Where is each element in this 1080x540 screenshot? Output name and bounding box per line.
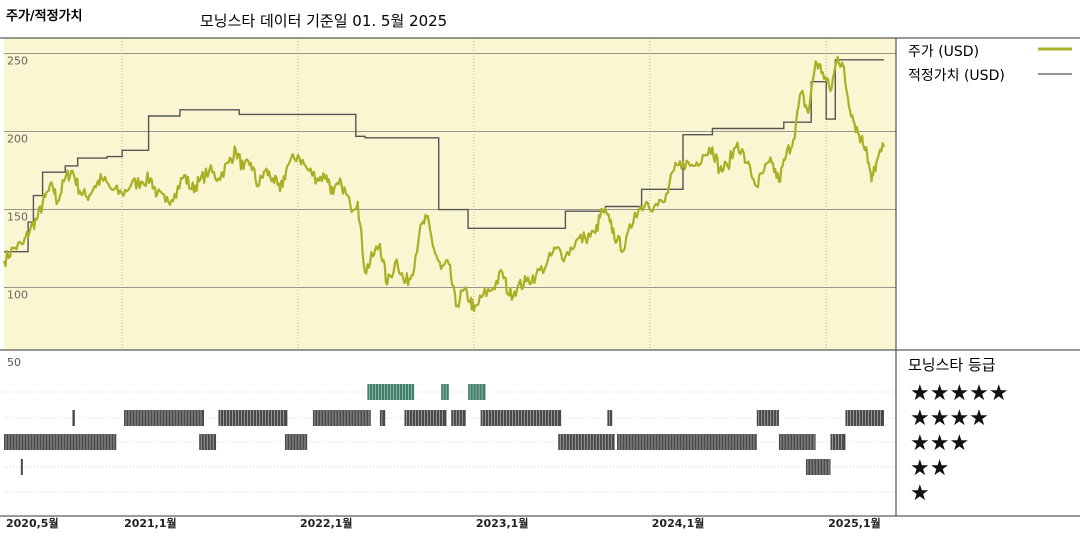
rating-segment-3-star xyxy=(558,434,615,450)
legend-fair-label: 적정가치 (USD) xyxy=(908,68,1005,84)
rating-segment-2-star xyxy=(805,459,831,475)
rating-segment-4-star xyxy=(218,410,288,426)
rating-segment-5-star xyxy=(367,384,415,400)
y-tick-label: 100 xyxy=(7,289,28,302)
price-grid xyxy=(4,38,896,516)
fair-value-series xyxy=(4,59,884,253)
rating-segment-block xyxy=(404,410,447,426)
rating-segment-block xyxy=(72,410,75,426)
x-tick-label: 2020,5월 xyxy=(6,516,59,530)
rating-segment-block xyxy=(20,459,23,475)
rating-segment-4-star xyxy=(379,410,386,426)
rating-segment-block xyxy=(379,410,386,426)
rating-segment-4-star xyxy=(480,410,562,426)
rating-segment-block xyxy=(218,410,288,426)
fair-value-line xyxy=(4,59,884,253)
rating-segment-4-star xyxy=(756,410,779,426)
rating-star-label: ★★★★★ xyxy=(910,381,1009,406)
rating-segment-block xyxy=(607,410,613,426)
rating-segment-3-star xyxy=(4,434,117,450)
rating-segment-3-star xyxy=(778,434,816,450)
rating-segment-3-star xyxy=(830,434,846,450)
rating-segment-4-star xyxy=(607,410,613,426)
rating-plot-area xyxy=(4,350,896,516)
rating-segment-block xyxy=(558,434,615,450)
x-tick-label: 2025,1월 xyxy=(828,516,881,530)
rating-segment-3-star xyxy=(617,434,757,450)
rating-segment-block xyxy=(845,410,884,426)
rating-segment-4-star xyxy=(72,410,75,426)
price-line xyxy=(2,55,886,313)
rating-segment-3-star xyxy=(199,434,217,450)
rating-segment-4-star xyxy=(404,410,447,426)
rating-star-label: ★★★★ xyxy=(910,406,989,431)
rating-segment-block xyxy=(441,384,449,400)
rating-axis-label: 50 xyxy=(7,356,21,369)
y-tick-label: 200 xyxy=(7,133,28,146)
x-axis-labels: 2020,5월 2021,1월 2022,1월 2023,1월 2024,1월 2025,… xyxy=(6,516,881,530)
legend-price-label: 주가 (USD) xyxy=(908,44,979,60)
rating-segment-block xyxy=(480,410,562,426)
rating-segment-block xyxy=(199,434,217,450)
rating-segment-4-star xyxy=(312,410,371,426)
y-tick-label: 150 xyxy=(7,211,28,224)
rating-segment-4-star xyxy=(124,410,204,426)
price-series xyxy=(2,55,886,313)
rating-star-labels: ★★★★★★★★★★★★★★★ xyxy=(910,381,1009,506)
rating-segment-block xyxy=(367,384,415,400)
x-tick-label: 2022,1월 xyxy=(300,516,353,530)
rating-segment-5-star xyxy=(441,384,449,400)
price-plot-area xyxy=(4,38,896,350)
chart-title: 주가/적정가치 xyxy=(6,8,83,24)
rating-segment-4-star xyxy=(845,410,884,426)
chart-subtitle: 모닝스타 데이터 기준일 01. 5월 2025 xyxy=(200,12,447,30)
rating-segment-4-star xyxy=(451,410,466,426)
x-tick-label: 2021,1월 xyxy=(124,516,177,530)
rating-legend-title: 모닝스타 등급 xyxy=(908,356,996,374)
x-tick-label: 2024,1월 xyxy=(652,516,705,530)
y-tick-label: 250 xyxy=(7,55,28,68)
rating-segment-5-star xyxy=(468,384,486,400)
x-tick-label: 2023,1월 xyxy=(476,516,529,530)
rating-star-label: ★★ xyxy=(910,456,949,481)
rating-segment-block xyxy=(778,434,816,450)
rating-star-label: ★★★ xyxy=(910,431,969,456)
price-y-ticks: 100 150 200 250 xyxy=(7,55,28,302)
rating-segment-3-star xyxy=(284,434,308,450)
rating-segment-2-star xyxy=(20,459,23,475)
rating-segment-block xyxy=(805,459,831,475)
rating-star-label: ★ xyxy=(910,481,930,506)
rating-segment-block xyxy=(468,384,486,400)
rating-bars xyxy=(4,384,884,475)
